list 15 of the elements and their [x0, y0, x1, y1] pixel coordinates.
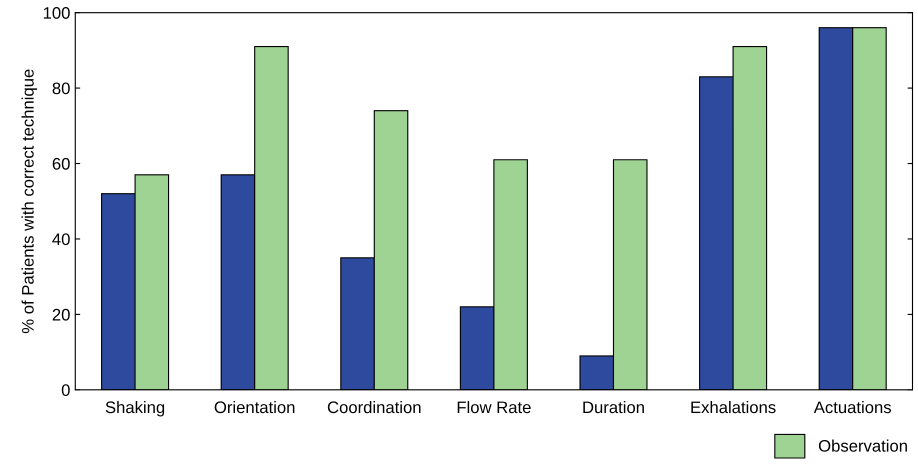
y-tick-label: 100 — [44, 7, 70, 19]
y-tick-label: 80 — [52, 82, 70, 94]
x-tick-label: Shaking — [106, 400, 164, 416]
x-tick-label: Duration — [583, 400, 644, 414]
x-tick-label: Actuations — [814, 400, 892, 414]
x-tick-label: Coordination — [328, 400, 420, 414]
x-tick-label: Flow Rate — [458, 400, 531, 414]
y-tick-label: 60 — [52, 158, 70, 170]
y-tick-label: 20 — [52, 308, 70, 321]
legend-label: Observation — [818, 440, 907, 452]
y-tick-label: 40 — [52, 233, 70, 246]
x-tick-label: Orientation — [214, 400, 294, 414]
x-tick-label: Exhalations — [691, 400, 776, 414]
y-tick-label: 0 — [62, 384, 70, 396]
y-axis-title: % of Patients with correct technique — [22, 70, 38, 334]
